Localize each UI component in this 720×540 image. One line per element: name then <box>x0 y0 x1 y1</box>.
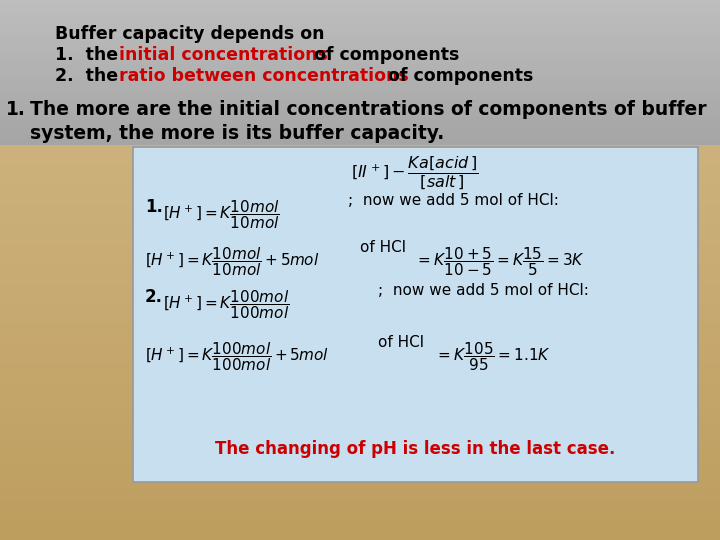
Text: $=K\dfrac{105}{95}=1.1K$: $=K\dfrac{105}{95}=1.1K$ <box>435 340 551 373</box>
Text: initial concentrations: initial concentrations <box>119 46 328 64</box>
Text: The more are the initial concentrations of components of buffer: The more are the initial concentrations … <box>30 100 706 119</box>
Text: $[H^+]=K\dfrac{10mol}{10mol}+5mol$: $[H^+]=K\dfrac{10mol}{10mol}+5mol$ <box>145 245 320 278</box>
Text: of components: of components <box>382 67 534 85</box>
FancyBboxPatch shape <box>133 147 698 482</box>
Text: Buffer capacity depends on: Buffer capacity depends on <box>55 25 325 43</box>
Text: ;  now we add 5 mol of HCl:: ; now we add 5 mol of HCl: <box>378 283 589 298</box>
Text: 2.: 2. <box>145 288 163 306</box>
Text: of HCl: of HCl <box>360 240 406 255</box>
Text: 2.  the: 2. the <box>55 67 124 85</box>
Text: system, the more is its buffer capacity.: system, the more is its buffer capacity. <box>30 124 444 143</box>
Text: $[II^+] - \dfrac{Ka[acid\,]}{[salt\,]}$: $[II^+] - \dfrac{Ka[acid\,]}{[salt\,]}$ <box>351 155 479 192</box>
Text: 1.: 1. <box>145 198 163 216</box>
Text: The changing of pH is less in the last case.: The changing of pH is less in the last c… <box>215 440 615 458</box>
Text: 1.  the: 1. the <box>55 46 124 64</box>
Text: ;  now we add 5 mol of HCl:: ; now we add 5 mol of HCl: <box>348 193 559 208</box>
Text: $[H^+]=K\dfrac{100mol}{100mol}$: $[H^+]=K\dfrac{100mol}{100mol}$ <box>163 288 289 321</box>
Text: $[H^+] = K\dfrac{10mol}{10mol}$: $[H^+] = K\dfrac{10mol}{10mol}$ <box>163 198 279 231</box>
Text: of HCl: of HCl <box>378 335 424 350</box>
Text: of components: of components <box>308 46 459 64</box>
Text: 1.: 1. <box>6 100 26 119</box>
Text: ratio between concentrations: ratio between concentrations <box>119 67 409 85</box>
Text: $[H^+]=K\dfrac{100mol}{100mol}+5mol$: $[H^+]=K\dfrac{100mol}{100mol}+5mol$ <box>145 340 329 373</box>
Text: $=K\dfrac{10+5}{10-5}=K\dfrac{15}{5}=3K$: $=K\dfrac{10+5}{10-5}=K\dfrac{15}{5}=3K$ <box>415 245 585 278</box>
